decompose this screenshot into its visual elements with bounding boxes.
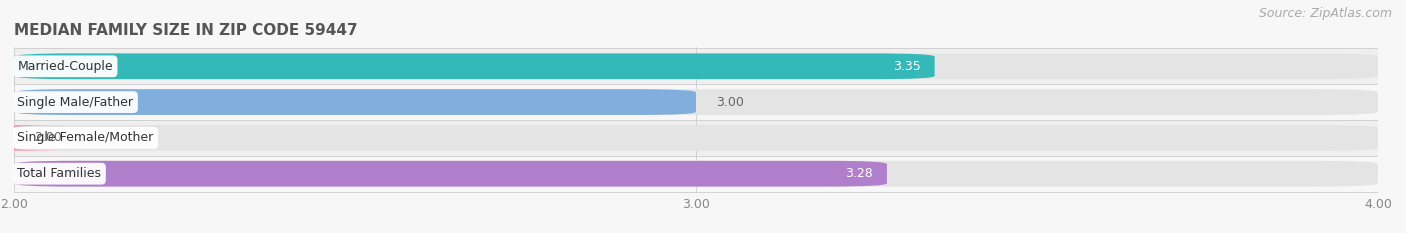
Text: 3.28: 3.28	[845, 167, 873, 180]
Text: 3.00: 3.00	[717, 96, 744, 109]
FancyBboxPatch shape	[14, 161, 887, 187]
Text: Source: ZipAtlas.com: Source: ZipAtlas.com	[1258, 7, 1392, 20]
FancyBboxPatch shape	[0, 120, 1378, 156]
FancyBboxPatch shape	[14, 53, 1378, 79]
FancyBboxPatch shape	[0, 48, 1378, 84]
Text: Married-Couple: Married-Couple	[17, 60, 112, 73]
Text: MEDIAN FAMILY SIZE IN ZIP CODE 59447: MEDIAN FAMILY SIZE IN ZIP CODE 59447	[14, 24, 357, 38]
FancyBboxPatch shape	[14, 89, 1378, 115]
FancyBboxPatch shape	[0, 125, 76, 151]
FancyBboxPatch shape	[14, 125, 1378, 151]
FancyBboxPatch shape	[0, 84, 1378, 120]
Text: 2.00: 2.00	[35, 131, 62, 144]
Text: Total Families: Total Families	[17, 167, 101, 180]
Text: Single Male/Father: Single Male/Father	[17, 96, 134, 109]
FancyBboxPatch shape	[0, 156, 1378, 192]
FancyBboxPatch shape	[14, 89, 696, 115]
FancyBboxPatch shape	[14, 53, 935, 79]
Text: Single Female/Mother: Single Female/Mother	[17, 131, 153, 144]
Text: 3.35: 3.35	[893, 60, 921, 73]
FancyBboxPatch shape	[14, 161, 1378, 187]
